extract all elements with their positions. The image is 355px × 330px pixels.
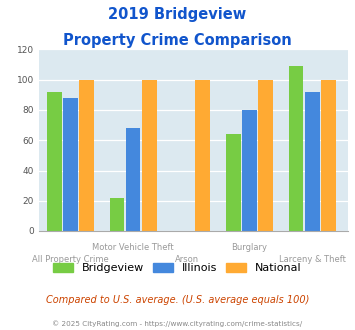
- Bar: [47, 92, 62, 231]
- Text: Larceny & Theft: Larceny & Theft: [279, 255, 345, 264]
- Text: Arson: Arson: [175, 255, 199, 264]
- Text: © 2025 CityRating.com - https://www.cityrating.com/crime-statistics/: © 2025 CityRating.com - https://www.city…: [53, 321, 302, 327]
- Bar: [142, 80, 157, 231]
- Bar: [196, 80, 210, 231]
- Bar: [258, 80, 273, 231]
- Bar: [63, 98, 78, 231]
- Legend: Bridgeview, Illinois, National: Bridgeview, Illinois, National: [53, 263, 302, 273]
- Text: 2019 Bridgeview: 2019 Bridgeview: [108, 7, 247, 21]
- Bar: [305, 92, 320, 231]
- Text: Motor Vehicle Theft: Motor Vehicle Theft: [92, 243, 174, 252]
- Text: Compared to U.S. average. (U.S. average equals 100): Compared to U.S. average. (U.S. average …: [46, 295, 309, 305]
- Bar: [289, 66, 304, 231]
- Text: Property Crime Comparison: Property Crime Comparison: [63, 33, 292, 48]
- Bar: [126, 128, 141, 231]
- Bar: [79, 80, 94, 231]
- Text: All Property Crime: All Property Crime: [32, 255, 109, 264]
- Bar: [110, 198, 124, 231]
- Bar: [321, 80, 335, 231]
- Bar: [242, 110, 257, 231]
- Text: Burglary: Burglary: [231, 243, 267, 252]
- Bar: [226, 134, 241, 231]
